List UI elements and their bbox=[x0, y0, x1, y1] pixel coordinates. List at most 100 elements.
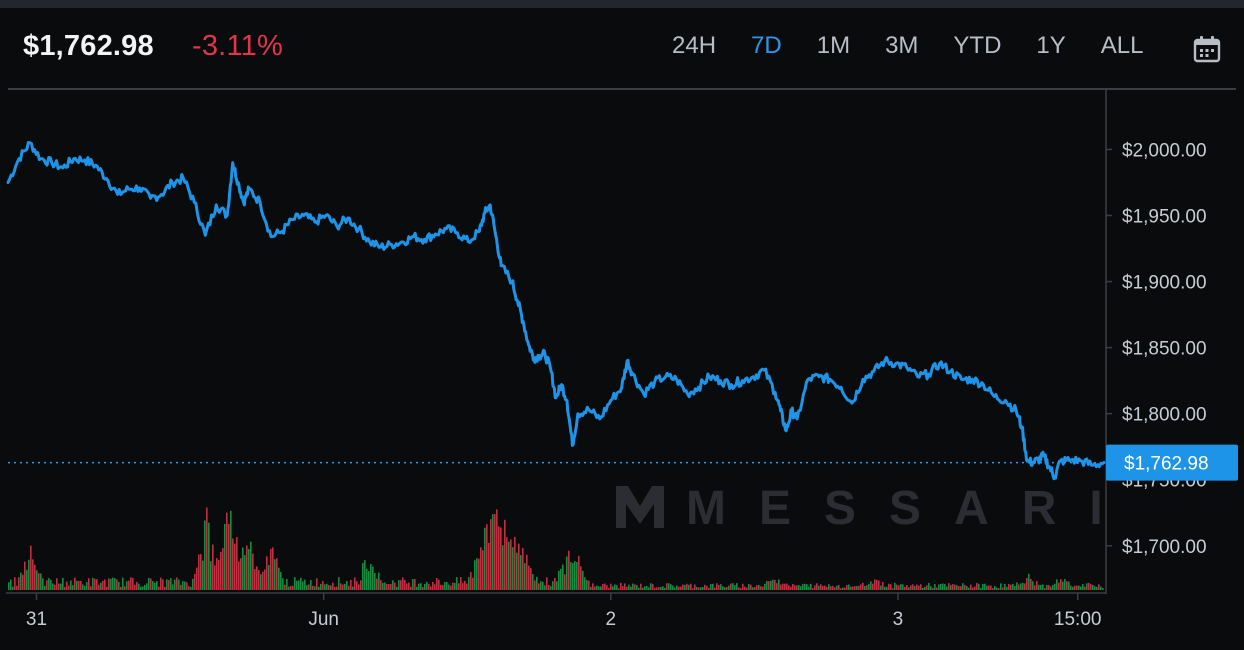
volume-bar bbox=[904, 586, 906, 590]
range-3m[interactable]: 3M bbox=[885, 32, 919, 59]
volume-bar bbox=[716, 583, 718, 590]
volume-bar bbox=[384, 582, 386, 590]
volume-bar bbox=[926, 585, 928, 590]
volume-bar bbox=[900, 583, 902, 590]
range-all[interactable]: ALL bbox=[1100, 32, 1144, 59]
volume-bar bbox=[1072, 586, 1074, 590]
range-7d[interactable]: 7D bbox=[751, 32, 782, 59]
volume-bar bbox=[216, 558, 218, 590]
volume-bar bbox=[46, 580, 48, 590]
volume-bar bbox=[1018, 584, 1020, 590]
volume-bar bbox=[180, 584, 182, 590]
volume-bar bbox=[320, 583, 322, 590]
volume-bar bbox=[942, 583, 944, 590]
volume-bar bbox=[24, 561, 26, 590]
volume-bar bbox=[406, 583, 408, 590]
volume-bar bbox=[84, 585, 86, 590]
volume-bar bbox=[118, 581, 120, 590]
volume-bar bbox=[972, 587, 974, 590]
volume-bar bbox=[446, 581, 448, 590]
volume-bar bbox=[248, 549, 250, 590]
volume-bar bbox=[586, 580, 588, 590]
volume-bar bbox=[282, 578, 284, 590]
volume-bar bbox=[246, 545, 248, 590]
volume-bar bbox=[86, 582, 88, 590]
volume-bar bbox=[442, 585, 444, 590]
volume-bar bbox=[206, 507, 208, 590]
volume-bar bbox=[412, 579, 414, 590]
volume-bar bbox=[842, 587, 844, 590]
volume-bar bbox=[504, 519, 506, 590]
volume-bar bbox=[290, 585, 292, 590]
volume-bar bbox=[338, 577, 340, 590]
volume-bar bbox=[522, 547, 524, 590]
volume-bar bbox=[186, 582, 188, 590]
volume-bar bbox=[10, 579, 12, 590]
volume-bar bbox=[910, 585, 912, 590]
range-ytd[interactable]: YTD bbox=[953, 32, 1002, 59]
volume-bar bbox=[228, 523, 230, 590]
volume-bar bbox=[600, 586, 602, 590]
volume-bar bbox=[944, 584, 946, 590]
volume-bar bbox=[570, 562, 572, 590]
volume-bar bbox=[396, 586, 398, 590]
volume-bar bbox=[354, 577, 356, 590]
volume-bar bbox=[428, 583, 430, 590]
volume-bar bbox=[794, 585, 796, 590]
volume-bar bbox=[514, 536, 516, 590]
volume-bar bbox=[448, 584, 450, 590]
volume-bar bbox=[562, 564, 564, 590]
volume-bar bbox=[798, 585, 800, 590]
volume-bar bbox=[1082, 583, 1084, 590]
y-tick-label: $1,900.00 bbox=[1122, 273, 1207, 294]
volume-bar bbox=[112, 577, 114, 590]
volume-bar bbox=[580, 566, 582, 590]
volume-bar bbox=[654, 587, 656, 590]
volume-bar bbox=[788, 585, 790, 590]
range-24h[interactable]: 24H bbox=[672, 32, 717, 59]
volume-bar bbox=[746, 587, 748, 590]
volume-bar bbox=[528, 565, 530, 590]
volume-bar bbox=[460, 577, 462, 590]
volume-bar bbox=[92, 577, 94, 590]
volume-bar bbox=[1042, 584, 1044, 590]
volume-bar bbox=[1006, 586, 1008, 590]
volume-bar bbox=[400, 580, 402, 590]
volume-bar bbox=[692, 588, 694, 590]
y-tick-label: $1,850.00 bbox=[1122, 339, 1207, 360]
volume-bar bbox=[978, 583, 980, 590]
volume-bar bbox=[756, 585, 758, 590]
volume-bar bbox=[814, 585, 816, 590]
volume-bar bbox=[730, 583, 732, 590]
volume-bar bbox=[178, 579, 180, 590]
volume-bar bbox=[404, 580, 406, 590]
calendar-icon[interactable] bbox=[1192, 34, 1222, 64]
volume-bar bbox=[624, 583, 626, 590]
volume-bar bbox=[754, 587, 756, 590]
volume-bar bbox=[368, 571, 370, 590]
volume-bar bbox=[1062, 581, 1064, 590]
volume-bar bbox=[896, 584, 898, 590]
volume-bar bbox=[830, 586, 832, 590]
volume-bar bbox=[684, 584, 686, 590]
volume-bar bbox=[834, 587, 836, 590]
volume-bar bbox=[992, 588, 994, 590]
volume-bar bbox=[674, 587, 676, 590]
volume-bar bbox=[224, 523, 226, 590]
range-1m[interactable]: 1M bbox=[816, 32, 851, 59]
volume-bar bbox=[560, 568, 562, 590]
volume-bar bbox=[960, 586, 962, 590]
volume-bar bbox=[828, 584, 830, 590]
volume-bar bbox=[268, 565, 270, 590]
volume-bar bbox=[762, 586, 764, 590]
volume-bar bbox=[630, 586, 632, 590]
range-1y[interactable]: 1Y bbox=[1036, 32, 1066, 59]
volume-bar bbox=[152, 581, 154, 590]
volume-bar bbox=[802, 584, 804, 590]
volume-bar bbox=[638, 587, 640, 590]
volume-bar bbox=[1012, 583, 1014, 590]
volume-bar bbox=[714, 587, 716, 590]
volume-bar bbox=[732, 583, 734, 590]
volume-bar bbox=[856, 585, 858, 590]
